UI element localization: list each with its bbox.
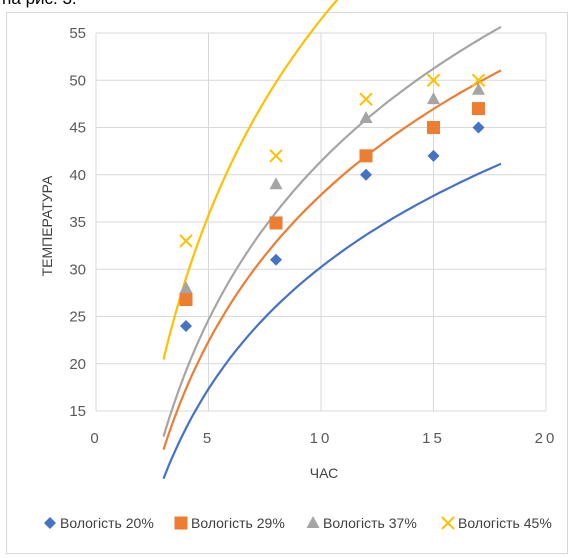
y-tick-label: 25 (69, 309, 86, 326)
legend-label: Вологість 45% (458, 515, 552, 531)
y-tick-label: 40 (69, 167, 86, 184)
y-tick-labels: 15 20 25 30 35 40 45 50 55 (69, 25, 86, 420)
x-axis-title: ЧАС (310, 465, 338, 481)
data-point (179, 234, 193, 248)
legend-marker (174, 516, 188, 530)
legend-label: Вологість 29% (191, 515, 285, 531)
data-point (427, 121, 440, 134)
y-tick-label: 20 (69, 356, 86, 373)
data-point (179, 292, 193, 306)
y-tick-label: 45 (69, 120, 86, 137)
legend-item: Вологість 45% (441, 515, 552, 531)
trendlines (162, 0, 502, 480)
x-tick-labels: 0 5 10 15 20 (90, 430, 558, 447)
y-axis-title: ТЕМПЕРАТУРА (39, 175, 55, 276)
y-tick-label: 35 (69, 214, 86, 231)
trendline (162, 25, 502, 437)
legend-marker (44, 517, 56, 529)
legend: Вологість 20% Вологість 29% Вологість 37% В… (44, 515, 552, 531)
legend-item: Вологість 29% (174, 515, 285, 531)
y-tick-label: 15 (69, 403, 86, 420)
gridlines (95, 32, 547, 412)
data-point (472, 102, 485, 116)
y-tick-label: 50 (69, 72, 86, 89)
data-point (426, 73, 441, 87)
data-point (427, 149, 440, 162)
trendline (162, 69, 502, 451)
data-point (269, 216, 283, 230)
legend-item: Вологість 37% (306, 515, 417, 531)
legend-label: Вологість 37% (323, 515, 417, 531)
data-point (472, 121, 485, 134)
x-tick-label: 20 (535, 430, 558, 447)
legend-item: Вологість 20% (44, 515, 154, 531)
data-point (269, 149, 283, 163)
x-tick-label: 0 (90, 430, 101, 447)
legend-label: Вологість 20% (60, 515, 154, 531)
x-tick-label: 10 (310, 430, 333, 447)
data-point (360, 168, 372, 181)
data-point (427, 92, 440, 105)
preceding-text-fragment: на рис. 3. (0, 0, 575, 12)
data-point (471, 73, 486, 87)
data-point (180, 319, 192, 332)
data-point (359, 149, 373, 163)
preceding-text: на рис. 3. (2, 0, 77, 9)
data-point (269, 177, 283, 190)
data-point (270, 253, 282, 266)
trendline (162, 162, 502, 480)
x-tick-label: 15 (422, 430, 445, 447)
x-marker-stroke (359, 92, 373, 106)
x-tick-label: 5 (203, 430, 214, 447)
x-marker-stroke (441, 516, 455, 530)
y-tick-label: 30 (69, 261, 86, 278)
data-point (359, 92, 373, 106)
y-tick-label: 55 (69, 25, 86, 42)
trendline (162, 0, 339, 360)
data-point (359, 111, 373, 124)
x-marker-stroke (471, 73, 486, 87)
legend-marker (306, 516, 320, 528)
data-points (179, 73, 486, 332)
data-point (179, 281, 193, 294)
data-point (472, 82, 485, 95)
x-marker-stroke (269, 149, 283, 163)
legend-marker (441, 516, 455, 530)
x-marker-stroke (426, 73, 441, 87)
x-marker-stroke (179, 234, 193, 248)
